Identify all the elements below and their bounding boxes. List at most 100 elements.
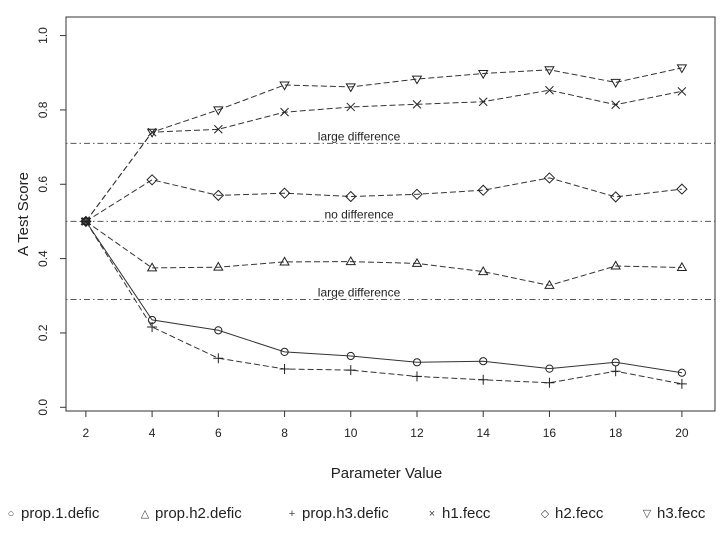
x-tick-label: 6 — [215, 426, 222, 440]
x-tick-label: 16 — [543, 426, 557, 440]
cross-marker — [611, 100, 621, 110]
triangle-down-marker — [610, 78, 621, 89]
y-tick-label: 0.8 — [36, 101, 50, 118]
reference-label-bg — [309, 130, 410, 143]
diamond-marker — [146, 174, 158, 186]
x-tick-label: 14 — [477, 426, 491, 440]
triangle-down-marker — [345, 83, 357, 93]
x-tick-label: 18 — [609, 426, 623, 440]
triangle-up-marker — [146, 262, 158, 272]
diamond-marker-icon: ◇ — [540, 508, 550, 520]
cross-marker — [412, 99, 422, 109]
triangle-up-marker — [279, 256, 290, 266]
reference-label-bg — [309, 208, 410, 221]
triangle-up-marker — [411, 257, 423, 267]
reference-line-label: large difference — [318, 129, 401, 143]
legend-item-h3-fecc: ▽ h3.fecc — [640, 505, 706, 522]
cross-marker — [280, 107, 289, 117]
triangle-up-marker — [676, 261, 688, 272]
diamond-marker — [212, 189, 225, 202]
plus-marker — [610, 366, 621, 377]
plus-marker — [676, 378, 687, 389]
x-tick-label: 10 — [344, 426, 358, 440]
diamond-marker — [609, 191, 622, 203]
x-tick-label: 20 — [675, 426, 689, 440]
circle-marker — [280, 347, 289, 356]
circle-marker — [479, 357, 488, 366]
plus-marker — [147, 321, 158, 332]
cross-marker — [346, 102, 356, 112]
x-tick-label: 4 — [149, 426, 156, 440]
y-tick-label: 0.2 — [36, 324, 50, 341]
diamond-marker — [278, 187, 291, 199]
triangle-down-marker — [411, 75, 423, 85]
chart-legend: ○ prop.1.defic △ prop.h2.defic + prop.h3.de… — [0, 505, 720, 529]
triangle-down-marker — [477, 69, 489, 80]
triangle-down-marker — [146, 128, 158, 138]
triangle-up-marker-icon: △ — [140, 508, 150, 520]
plot-frame — [65, 16, 716, 412]
triangle-up-marker — [610, 260, 621, 270]
series-line-h1-fecc — [85, 89, 682, 222]
plus-marker — [478, 374, 489, 385]
legend-item-h1-fecc: × h1.fecc — [425, 505, 491, 522]
triangle-down-marker — [213, 106, 224, 116]
triangle-down-marker — [544, 66, 555, 76]
cross-marker — [677, 86, 687, 96]
y-axis-title: A Test Score — [15, 172, 32, 256]
y-tick-label: 1.0 — [36, 27, 50, 44]
diamond-marker — [676, 183, 688, 195]
cross-marker — [545, 85, 554, 95]
reference-line-label: no difference — [324, 207, 393, 221]
triangle-up-marker — [213, 261, 224, 271]
plus-marker — [411, 371, 422, 382]
legend-item-prop-h2-defic: △ prop.h2.defic — [138, 505, 242, 522]
plus-marker — [544, 377, 555, 388]
x-tick-label: 2 — [83, 426, 90, 440]
triangle-down-marker — [279, 81, 290, 91]
triangle-down-marker — [676, 64, 688, 74]
series-line-prop-h2-defic — [85, 220, 682, 286]
x-axis-title: Parameter Value — [331, 465, 442, 482]
plus-marker — [279, 363, 290, 374]
legend-label: h2.fecc — [555, 505, 604, 522]
triangle-up-marker — [477, 266, 489, 276]
series-line-h2-fecc — [85, 177, 682, 222]
diamond-marker — [543, 172, 556, 184]
diamond-marker — [345, 190, 357, 203]
triangle-up-marker — [345, 255, 357, 266]
plus-marker — [345, 365, 356, 376]
legend-label: h3.fecc — [657, 505, 706, 522]
circle-marker — [611, 358, 620, 367]
plus-marker — [213, 353, 224, 364]
reference-line-label: large difference — [318, 285, 401, 299]
diamond-marker — [477, 184, 489, 196]
x-tick-label: 12 — [410, 426, 424, 440]
y-tick-label: 0.6 — [36, 176, 50, 193]
circle-marker — [545, 364, 554, 373]
cross-marker-icon: × — [428, 508, 436, 520]
circle-marker-icon: ○ — [7, 508, 15, 520]
cross-marker — [478, 97, 488, 107]
x-tick-label: 8 — [281, 426, 288, 440]
reference-label-bg — [309, 286, 410, 299]
circle-marker — [412, 358, 422, 367]
y-tick-label: 0.4 — [36, 250, 50, 267]
circle-marker — [346, 351, 355, 361]
series-line-h3-fecc — [85, 67, 683, 222]
y-tick-label: 0.0 — [36, 399, 50, 416]
legend-label: prop.h2.defic — [155, 505, 242, 522]
series-line-prop-1-defic — [85, 221, 682, 374]
plus-marker-icon: + — [288, 508, 296, 520]
triangle-up-marker — [544, 279, 555, 289]
legend-item-prop-h3-defic: + prop.h3.defic — [285, 505, 389, 522]
cross-marker — [213, 124, 223, 134]
circle-marker — [677, 368, 686, 377]
circle-marker — [214, 326, 223, 335]
triangle-down-marker-icon: ▽ — [642, 508, 652, 520]
series-line-prop-h3-defic — [85, 221, 682, 385]
triangle-down-marker — [80, 217, 92, 228]
legend-label: h1.fecc — [442, 505, 491, 522]
legend-label: prop.h3.defic — [302, 505, 389, 522]
